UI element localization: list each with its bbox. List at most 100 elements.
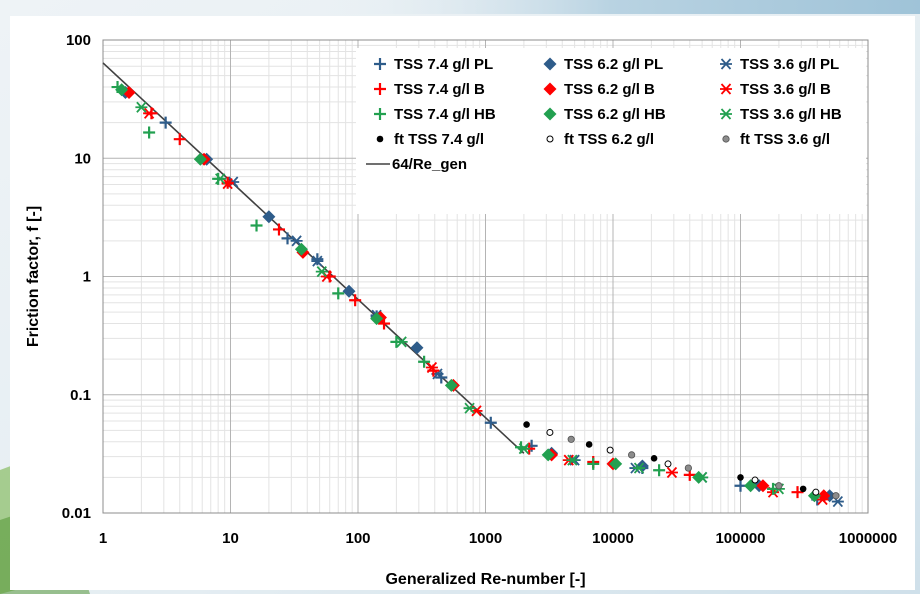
legend-item: TSS 6.2 g/l PL [543,56,663,73]
series-ft-tss-3-6-g-l [567,435,840,500]
series-tss-7-4-g-l-hb [111,81,780,495]
legend-label: TSS 7.4 g/l B [394,81,485,98]
legend-item-line: 64/Re_gen [366,156,467,173]
legend-item: TSS 3.6 g/l PL [720,56,839,73]
legend-label: 64/Re_gen [392,156,467,173]
data-point [567,435,575,443]
legend-marker [720,83,732,95]
plot-frame [102,39,869,514]
data-point [115,83,129,97]
legend-item: TSS 7.4 g/l HB [374,106,496,123]
legend-label: TSS 6.2 g/l B [564,81,655,98]
x-tick-label: 1000000 [839,530,897,547]
y-axis-title: Friction factor, f [-] [25,206,42,347]
legend-marker [374,108,386,120]
y-tick-label: 10 [74,150,91,167]
legend-item: ft TSS 6.2 g/l [546,131,654,148]
data-point [517,443,530,455]
data-point [587,457,600,470]
data-point [418,355,431,368]
legend-item: ft TSS 3.6 g/l [722,131,830,148]
legend-box [356,48,866,214]
data-point [143,107,156,119]
data-point [281,232,294,245]
data-point [395,336,408,348]
legend-marker [722,135,730,143]
legend-label: ft TSS 7.4 g/l [394,131,484,148]
data-point [541,448,555,462]
data-point [650,455,658,462]
data-point [425,361,438,374]
data-point [135,101,148,113]
data-point [484,416,497,429]
data-point [332,287,345,300]
data-point [756,479,770,493]
x-tick-label: 1 [99,530,107,547]
legend-item: TSS 7.4 g/l B [374,81,485,98]
legend-marker [720,58,732,70]
data-point [349,294,362,307]
legend-label: TSS 7.4 g/l PL [394,56,493,73]
data-point [294,242,308,256]
data-points [111,81,844,508]
data-point [799,485,807,493]
legend-label: TSS 7.4 g/l HB [394,106,496,123]
data-point [546,428,554,436]
x-tick-label: 100 [345,530,370,547]
legend-marker [720,108,732,120]
data-point [290,235,303,247]
legend-item: TSS 3.6 g/l B [720,81,831,98]
data-point [250,219,263,232]
legend-marker [546,135,554,143]
data-point [775,482,783,490]
legend-label: ft TSS 6.2 g/l [564,131,654,148]
legend-marker [374,58,386,70]
data-point [214,173,227,185]
data-point [665,466,678,479]
legend-marker [543,82,557,96]
data-point [193,152,207,166]
legend-marker [543,57,557,71]
legend-marker [543,107,557,121]
legend-item: TSS 7.4 g/l PL [374,56,493,73]
data-point [315,266,328,278]
x-tick-label: 100000 [715,530,765,547]
legend-label: ft TSS 3.6 g/l [740,131,830,148]
y-tick-label: 100 [66,32,91,49]
data-point [370,312,384,326]
legend-marker [376,135,384,143]
data-point [272,223,285,236]
y-tick-label: 1 [83,269,91,286]
legend-label: TSS 6.2 g/l HB [564,106,666,123]
legend-label: TSS 3.6 g/l PL [740,56,839,73]
data-point [410,341,424,355]
legend-label: TSS 3.6 g/l B [740,81,831,98]
data-point [342,284,356,298]
legend-item: ft TSS 7.4 g/l [376,131,484,148]
data-point [653,464,666,477]
y-tick-labels: 0.01 0.1 1 10 100 [62,32,91,522]
data-point [143,126,156,139]
data-point [585,441,593,448]
data-point [311,255,324,267]
y-tick-label: 0.1 [70,387,91,404]
data-point [832,492,840,500]
data-point [606,446,614,454]
legend: TSS 7.4 g/l PL TSS 6.2 g/l PL TSS 3.6 g/l … [356,48,866,214]
data-point [751,476,759,484]
data-point [628,451,636,459]
x-tick-labels: 1 10 100 1000 10000 100000 1000000 [99,530,897,547]
x-tick-label: 1000 [469,530,502,547]
data-point [566,454,579,466]
data-point [444,378,458,392]
x-tick-label: 10 [222,530,239,547]
x-tick-label: 10000 [592,530,634,547]
data-point [737,474,744,481]
data-point [791,486,804,499]
data-point [609,457,623,471]
data-point [173,133,186,146]
data-point [523,421,530,428]
data-point [696,471,709,484]
data-point [159,116,172,129]
